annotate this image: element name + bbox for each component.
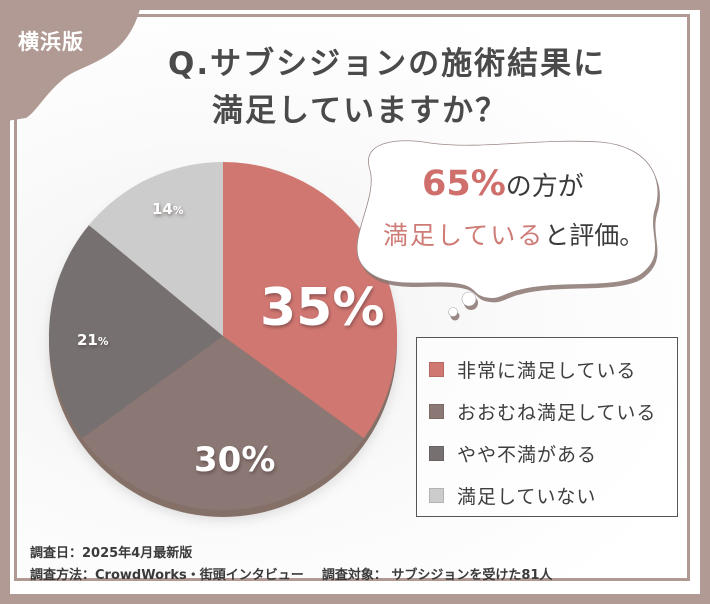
survey-target: 調査対象： サブシジョンを受けた81人 [321, 568, 553, 583]
bubble-line1-text: の方が [505, 172, 584, 202]
pie-label-14: 14% [152, 200, 184, 218]
region-badge-shape [0, 0, 142, 122]
legend-swatch-icon [429, 446, 444, 461]
page-title-line2: 満足していますか？ [212, 93, 509, 129]
pie-slice-mostly-satisfied [82, 336, 364, 511]
page-title-line1: Q.サブシジョンの施術結果に [168, 46, 607, 82]
pie-slice-very-satisfied [223, 162, 398, 439]
legend-swatch-icon [429, 362, 444, 377]
pie-chart [48, 162, 398, 517]
pie-label-30: 30% [194, 440, 276, 480]
legend-label: 非常に満足している [457, 360, 637, 382]
legend-label: おおむね満足している [457, 402, 657, 424]
survey-date: 調査日：2025年4月最新版 [30, 546, 193, 561]
legend-label: 満足していない [457, 486, 597, 508]
chart-legend: 非常に満足している おおむね満足している やや不満がある 満足していない [416, 337, 678, 517]
bubble-line2-text: と評価。 [544, 221, 645, 250]
bubble-highlight-percent: 65% [422, 164, 506, 204]
bubble-highlight-text: 満足している [383, 221, 545, 250]
pie-label-35: 35% [260, 278, 385, 338]
legend-item-somewhat-dissatisfied: やや不満がある [429, 440, 597, 467]
pie-label-21: 21% [77, 331, 109, 349]
region-badge-label: 横浜版 [18, 30, 84, 54]
thought-bubble [356, 140, 660, 321]
survey-details: 調査方法：CrowdWorks・街頭インタビュー 調査対象： サブシジョンを受けた… [30, 564, 552, 583]
legend-swatch-icon [429, 404, 444, 419]
survey-method: 調査方法：CrowdWorks・街頭インタビュー [30, 568, 304, 583]
legend-item-not-satisfied: 満足していない [429, 482, 596, 509]
bubble-line1: 65%の方が [422, 164, 584, 204]
pie-slice-somewhat-dissatisfied [48, 225, 224, 439]
pie-slice-not-satisfied [88, 162, 224, 336]
bubble-line2: 満足していると評価。 [383, 216, 644, 252]
legend-label: やや不満がある [457, 444, 598, 466]
legend-item-mostly-satisfied: おおむね満足している [429, 398, 656, 425]
legend-item-very-satisfied: 非常に満足している [429, 356, 636, 383]
legend-swatch-icon [429, 488, 444, 503]
